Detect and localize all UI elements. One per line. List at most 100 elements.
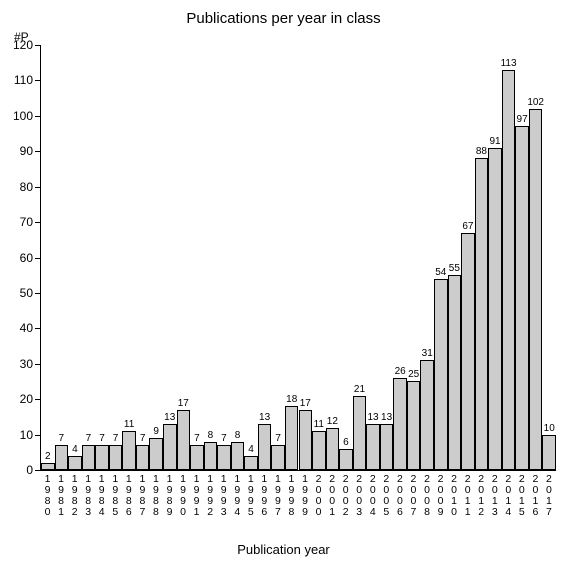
bar-value-label: 54 xyxy=(435,267,446,278)
x-tick-label: 2003 xyxy=(353,474,367,518)
bar-value-label: 6 xyxy=(343,437,349,448)
x-tick-label: 1982 xyxy=(68,474,82,518)
bar: 67 xyxy=(461,233,475,470)
bar: 31 xyxy=(420,360,434,470)
bar-value-label: 88 xyxy=(476,146,487,157)
bar-value-label: 17 xyxy=(300,398,311,409)
bar-value-label: 13 xyxy=(259,412,270,423)
x-tick-label: 2006 xyxy=(393,474,407,518)
bars-wrap: 2747771179131778784137181711126211313262… xyxy=(41,45,556,470)
y-tick-label: 0 xyxy=(26,463,33,477)
y-tick xyxy=(35,187,41,188)
y-tick-label: 90 xyxy=(20,144,33,158)
bar-value-label: 11 xyxy=(314,419,324,430)
bar-value-label: 10 xyxy=(544,423,555,434)
y-tick-label: 10 xyxy=(20,428,33,442)
y-tick-label: 20 xyxy=(20,392,33,406)
x-tick-label: 2012 xyxy=(475,474,489,518)
y-tick xyxy=(35,151,41,152)
bar: 7 xyxy=(95,445,109,470)
x-tick-label: 1993 xyxy=(217,474,231,518)
bar-value-label: 55 xyxy=(449,263,460,274)
x-tick-label: 2000 xyxy=(312,474,326,518)
bar: 55 xyxy=(448,275,462,470)
y-tick xyxy=(35,470,41,471)
bar-value-label: 13 xyxy=(381,412,392,423)
bar-value-label: 102 xyxy=(527,97,544,108)
bar: 4 xyxy=(68,456,82,470)
bar: 25 xyxy=(407,381,421,470)
x-tick-label: 2007 xyxy=(407,474,421,518)
bar-value-label: 9 xyxy=(153,426,159,437)
bar-value-label: 2 xyxy=(45,451,51,462)
y-tick xyxy=(35,293,41,294)
y-tick xyxy=(35,328,41,329)
y-tick-label: 80 xyxy=(20,180,33,194)
bar: 7 xyxy=(109,445,123,470)
x-tick-label: 2014 xyxy=(502,474,516,518)
x-tick-label: 1984 xyxy=(95,474,109,518)
x-tick-label: 1998 xyxy=(285,474,299,518)
bar: 17 xyxy=(177,410,191,470)
bar: 91 xyxy=(488,148,502,470)
y-tick-label: 50 xyxy=(20,286,33,300)
x-tick-label: 1992 xyxy=(204,474,218,518)
bar: 13 xyxy=(258,424,272,470)
y-tick xyxy=(35,258,41,259)
bar-value-label: 67 xyxy=(462,221,473,232)
bar-value-label: 11 xyxy=(124,419,134,430)
x-tick-label: 1988 xyxy=(149,474,163,518)
chart-title: Publications per year in class xyxy=(0,10,567,27)
x-tick-label: 1986 xyxy=(122,474,136,518)
bar: 7 xyxy=(217,445,231,470)
bar-value-label: 8 xyxy=(235,430,241,441)
x-tick-label: 1980 xyxy=(41,474,55,518)
x-tick-label: 2016 xyxy=(529,474,543,518)
x-tick-label: 1995 xyxy=(244,474,258,518)
bar-value-label: 7 xyxy=(99,433,105,444)
bar-value-label: 13 xyxy=(164,412,175,423)
x-tick-label: 2002 xyxy=(339,474,353,518)
x-tick-label: 1983 xyxy=(82,474,96,518)
bar-value-label: 26 xyxy=(395,366,406,377)
y-tick-label: 40 xyxy=(20,321,33,335)
bar-value-label: 7 xyxy=(275,433,281,444)
bar: 26 xyxy=(393,378,407,470)
bar-value-label: 91 xyxy=(489,136,500,147)
bar: 13 xyxy=(380,424,394,470)
x-tick-label: 1989 xyxy=(163,474,177,518)
y-tick xyxy=(35,364,41,365)
bar: 2 xyxy=(41,463,55,470)
bar-value-label: 4 xyxy=(72,444,78,455)
bar-value-label: 8 xyxy=(208,430,214,441)
bar: 7 xyxy=(82,445,96,470)
x-tick-label: 2004 xyxy=(366,474,380,518)
bar-value-label: 7 xyxy=(86,433,92,444)
x-axis-title: Publication year xyxy=(0,542,567,557)
y-tick xyxy=(35,80,41,81)
bar: 97 xyxy=(515,126,529,470)
plot-area: 2747771179131778784137181711126211313262… xyxy=(40,45,556,471)
x-tick-label: 2009 xyxy=(434,474,448,518)
bar: 8 xyxy=(204,442,218,470)
bar-value-label: 31 xyxy=(422,348,433,359)
bar: 88 xyxy=(475,158,489,470)
bar-value-label: 7 xyxy=(59,433,65,444)
x-tick-label: 2008 xyxy=(420,474,434,518)
x-tick-label: 1994 xyxy=(231,474,245,518)
bar-value-label: 25 xyxy=(408,369,419,380)
bar-value-label: 13 xyxy=(367,412,378,423)
y-tick-label: 30 xyxy=(20,357,33,371)
bar: 54 xyxy=(434,279,448,470)
bar: 10 xyxy=(542,435,556,470)
bar-value-label: 7 xyxy=(113,433,119,444)
x-tick-label: 1999 xyxy=(299,474,313,518)
y-tick xyxy=(35,45,41,46)
bar-value-label: 4 xyxy=(248,444,254,455)
bar: 11 xyxy=(312,431,326,470)
x-tick-label: 1981 xyxy=(55,474,69,518)
y-tick xyxy=(35,116,41,117)
bar-value-label: 7 xyxy=(221,433,227,444)
bar-value-label: 12 xyxy=(327,416,338,427)
x-tick-label: 2001 xyxy=(326,474,340,518)
